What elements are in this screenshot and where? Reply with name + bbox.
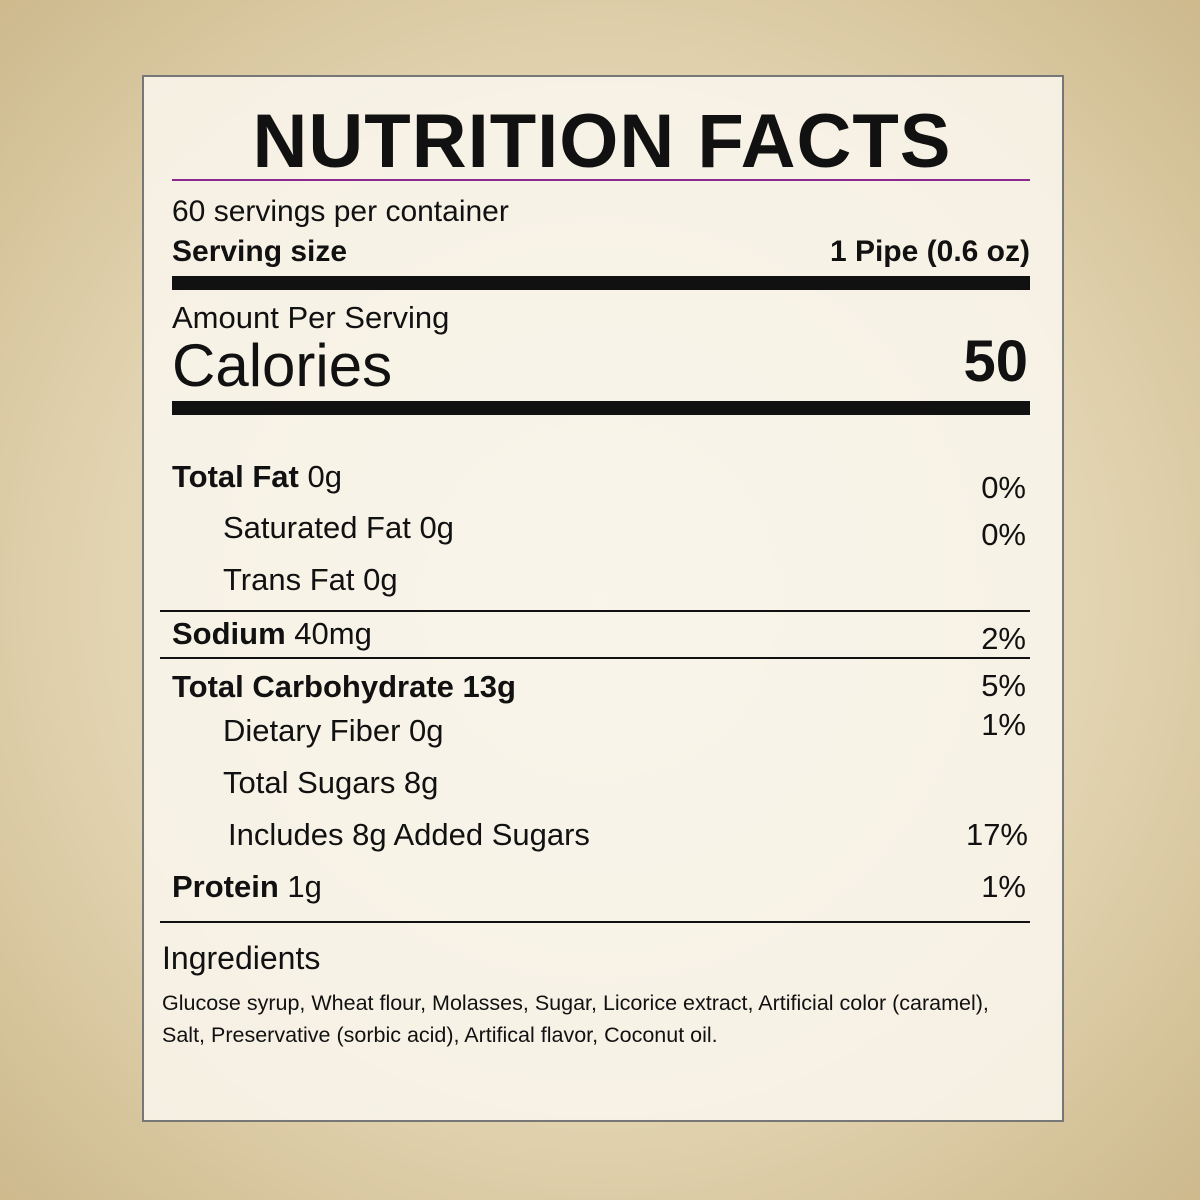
divider [172, 276, 1030, 290]
daily-value: 0% [981, 470, 1026, 505]
divider [172, 401, 1030, 415]
serving-size-label: Serving size [172, 235, 348, 268]
nutrient-amount: 40mg [294, 616, 372, 651]
nutrient-name: Total Carbohydrate 13g [172, 669, 516, 704]
ingredients-heading: Ingredients [162, 940, 321, 976]
daily-value: 2% [981, 621, 1026, 656]
daily-value: 1% [981, 869, 1026, 904]
amount-per-serving: Amount Per Serving [172, 300, 450, 335]
label-panel [142, 75, 1064, 1122]
nutrient-name: Total Sugars 8g [223, 765, 439, 800]
nutrient-amount: 0g [307, 459, 342, 494]
daily-value: 17% [965, 817, 1028, 852]
daily-value: 5% [981, 668, 1026, 703]
nutrient-name: Total Fat [172, 459, 299, 494]
daily-value: 1% [981, 707, 1026, 742]
divider [172, 179, 1030, 181]
ingredients-text: Glucose syrup, Wheat flour, Molasses, Su… [162, 991, 989, 1047]
nutrient-row: Total Fat 0g [172, 461, 342, 492]
nutrient-name: Sodium [172, 616, 286, 651]
calories-value: 50 [963, 329, 1028, 394]
nutrient-row: Protein 1g [172, 871, 322, 902]
nutrient-name: Protein [172, 869, 279, 904]
divider [160, 657, 1030, 659]
servings: 60 servings per container [172, 195, 509, 228]
nutrient-amount: 1g [287, 869, 322, 904]
nutrient-name: Saturated Fat 0g [223, 510, 454, 545]
divider [160, 610, 1030, 612]
nutrient-name: Includes 8g Added Sugars [228, 817, 590, 852]
serving-size-value: 1 Pipe (0.6 oz) [829, 235, 1030, 268]
daily-value: 0% [981, 517, 1026, 552]
nutrient-row: Sodium 40mg [172, 618, 372, 649]
title: NUTRITION FACTS [252, 99, 952, 184]
nutrient-name: Dietary Fiber 0g [223, 713, 444, 748]
divider [160, 921, 1030, 923]
calories-label: Calories [172, 332, 393, 399]
nutrient-name: Trans Fat 0g [223, 562, 398, 597]
